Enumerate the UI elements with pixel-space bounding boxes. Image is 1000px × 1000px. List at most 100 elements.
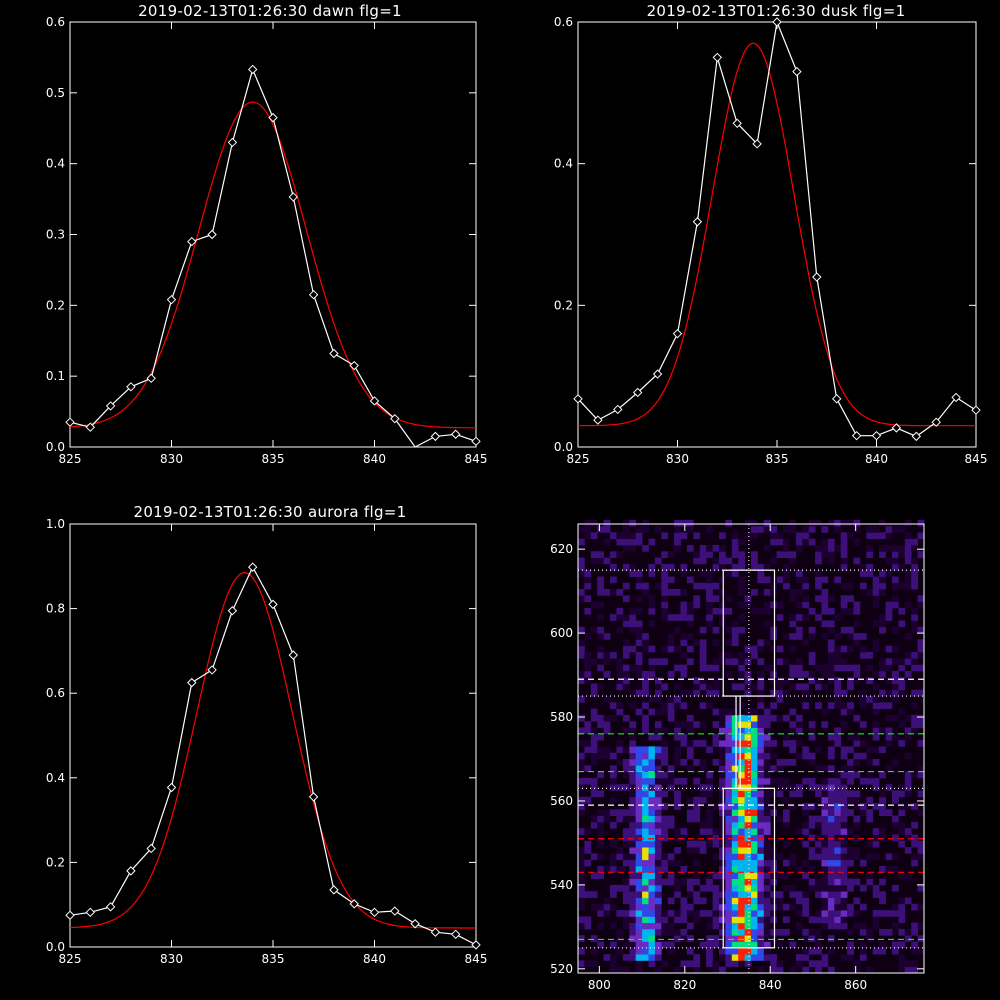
heatmap-cell: [917, 840, 925, 848]
heatmap-cell: [654, 947, 662, 955]
heatmap-cell: [622, 771, 630, 779]
heatmap-cell: [674, 727, 681, 735]
heatmap-cell: [917, 721, 925, 728]
heatmap-cell: [706, 872, 713, 879]
heatmap-cell: [911, 607, 918, 615]
heatmap-cell: [719, 740, 726, 747]
heatmap-cell: [661, 601, 669, 609]
heatmap-cell: [738, 582, 745, 590]
heatmap-cell: [892, 689, 899, 697]
heatmap-cell: [616, 683, 624, 691]
heatmap-cell: [808, 777, 816, 785]
heatmap-cell: [597, 683, 604, 691]
heatmap-cell: [578, 765, 585, 772]
heatmap-cell: [738, 891, 745, 898]
heatmap-cell: [680, 563, 688, 571]
heatmap-cell: [725, 878, 733, 886]
heatmap-cell: [590, 777, 598, 785]
heatmap-cell: [853, 519, 861, 527]
heatmap-cell: [827, 815, 835, 823]
heatmap-cell: [597, 771, 604, 779]
heatmap-cell: [584, 670, 592, 678]
heatmap-cell: [674, 859, 681, 867]
heatmap-cell: [629, 903, 637, 911]
heatmap-cell: [770, 601, 777, 609]
heatmap-cell: [757, 576, 765, 584]
heatmap-cell: [770, 928, 777, 936]
heatmap-cell: [879, 589, 886, 596]
heatmap-cell: [795, 960, 803, 968]
aurora-data-point: [247, 562, 258, 572]
heatmap-cell: [802, 803, 810, 810]
heatmap-cell: [911, 922, 918, 930]
heatmap-cell: [616, 740, 624, 747]
heatmap-cell: [763, 815, 771, 823]
heatmap-cell: [879, 727, 886, 735]
heatmap-cell: [654, 866, 662, 873]
heatmap-cell: [661, 815, 669, 823]
heatmap-cell: [629, 752, 637, 760]
heatmap-cell: [815, 815, 822, 823]
heatmap-cell: [706, 702, 713, 709]
heatmap-cell: [686, 891, 694, 898]
heatmap-cell: [872, 759, 880, 766]
heatmap-cell: [834, 733, 842, 741]
aurora-data-point: [187, 677, 197, 688]
heatmap-cell: [731, 809, 739, 816]
heatmap-cell: [763, 853, 771, 861]
heatmap-cell: [629, 759, 637, 766]
heatmap-cell: [590, 752, 598, 760]
heatmap-cell: [578, 759, 585, 766]
heatmap-cell: [661, 614, 669, 621]
heatmap-cell: [667, 614, 675, 621]
heatmap-cell: [629, 790, 637, 798]
heatmap-cell: [770, 866, 777, 873]
heatmap-cell: [616, 784, 624, 791]
heatmap-cell: [616, 702, 624, 709]
heatmap-cell: [738, 834, 745, 842]
heatmap-cell: [654, 658, 662, 665]
heatmap-cell: [584, 664, 592, 672]
heatmap-cell: [706, 545, 713, 552]
heatmap-cell: [699, 847, 707, 854]
heatmap-cell: [783, 714, 790, 722]
heatmap-cell: [610, 702, 617, 709]
heatmap-cell: [859, 721, 867, 728]
dawn-data-point: [450, 429, 461, 439]
heatmap-cell: [686, 840, 694, 848]
heatmap-cell: [738, 878, 745, 886]
heatmap-cell: [719, 777, 726, 785]
heatmap-cell: [712, 759, 720, 766]
heatmap-cell: [578, 589, 585, 596]
heatmap-cell: [725, 771, 733, 779]
heatmap-cell: [642, 866, 649, 873]
heatmap-cell: [648, 840, 656, 848]
dawn-data-point: [288, 192, 299, 202]
heatmap-cell: [648, 759, 656, 766]
heatmap-cell: [699, 626, 707, 634]
heatmap-cell: [911, 941, 918, 949]
heatmap-cell: [885, 607, 893, 615]
heatmap-cell: [654, 935, 662, 942]
aurora-data-point: [369, 907, 380, 918]
heatmap-cell: [802, 840, 810, 848]
heatmap-cell: [834, 771, 842, 779]
heatmap-cell: [879, 519, 886, 527]
heatmap-cell: [680, 721, 688, 728]
heatmap-cell: [622, 941, 630, 949]
heatmap-cell: [667, 576, 675, 584]
dawn-fit-curve: [69, 101, 476, 429]
heatmap-cell: [578, 960, 585, 968]
heatmap-cell: [815, 570, 822, 577]
heatmap-cell: [853, 834, 861, 842]
heatmap-cell: [719, 966, 726, 974]
heatmap-cell: [834, 683, 842, 691]
heatmap-cell: [674, 538, 681, 546]
heatmap-cell: [827, 777, 835, 785]
heatmap-cell: [654, 759, 662, 766]
heatmap-cell: [892, 601, 899, 609]
heatmap-cell: [757, 954, 765, 961]
heatmap-cell: [584, 777, 592, 785]
heatmap-cell: [751, 557, 758, 565]
heatmap-cell: [584, 677, 592, 684]
